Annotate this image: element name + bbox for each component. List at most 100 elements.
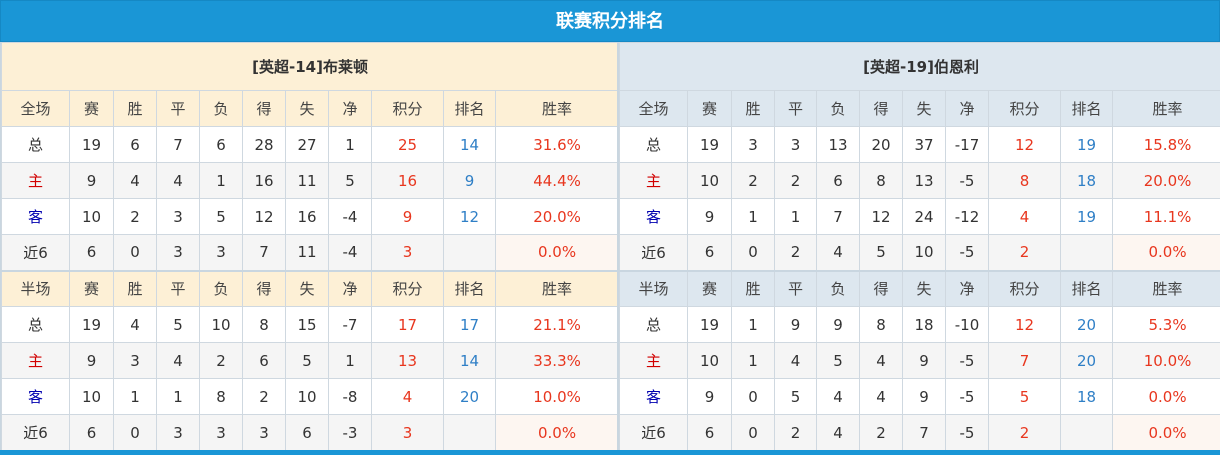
table-cell: 9 [687,198,732,235]
table-row: 客 9 0 5 4 4 9 -5 5 18 0.0% [619,378,1220,415]
table-row: 主 9 3 4 2 6 5 1 13 14 33.3% [1,342,620,379]
column-header: 积分 [988,270,1061,307]
team-name[interactable]: [英超-14]布莱顿 [0,42,620,91]
column-header: 半场 [619,270,688,307]
table-cell: 28 [242,126,286,163]
table-cell: 6 [687,234,732,271]
table-cell: 主 [1,342,70,379]
table-cell: 20 [859,126,903,163]
column-header: 胜率 [494,270,620,307]
table-cell: 0.0% [1111,378,1220,415]
table-cell: 1 [113,378,157,415]
column-header: 排名 [443,270,496,307]
table-cell: -5 [945,162,989,199]
column-header: 净 [945,90,989,127]
column-header: 失 [902,90,946,127]
table-cell: 9 [443,162,496,199]
team-name[interactable]: [英超-19]伯恩利 [618,42,1220,91]
table-cell: -3 [328,414,372,451]
table-cell: 15 [285,306,329,343]
table-cell: 10 [687,342,732,379]
table-cell: 1 [328,342,372,379]
table-row: 主 10 1 4 5 4 9 -5 7 20 10.0% [619,342,1220,379]
table-cell: 7 [242,234,286,271]
table-cell: 2 [242,378,286,415]
table-cell: 10 [69,198,114,235]
table-cell: -5 [945,378,989,415]
table-cell: 7 [816,198,860,235]
table-cell: 3 [199,414,243,451]
table-cell: 16 [285,198,329,235]
table-cell: 总 [619,126,688,163]
column-header: 胜率 [1111,270,1220,307]
column-header: 排名 [1060,90,1113,127]
table-cell: 1 [199,162,243,199]
column-header: 平 [774,90,817,127]
home-team-panel: [英超-14]布莱顿 全场赛胜平负得失净积分 排名 胜率总 19 6 7 6 28 27 1 25 14… [0,42,620,451]
table-cell: 4 [816,378,860,415]
table-cell: 0 [113,234,157,271]
table-cell: 20.0% [1111,162,1220,199]
table-cell: 16 [371,162,444,199]
table-cell: 12 [242,198,286,235]
table-cell: 20 [443,378,496,415]
table-cell: 近6 [619,234,688,271]
column-header: 半场 [1,270,70,307]
table-cell: 5 [859,234,903,271]
table-cell: 18 [902,306,946,343]
table-cell: -5 [945,414,989,451]
table-cell: 近6 [1,234,70,271]
table-cell: 5.3% [1111,306,1220,343]
column-header: 净 [328,90,372,127]
table-cell: 总 [1,306,70,343]
table-cell: 2 [113,198,157,235]
table-cell: 总 [619,306,688,343]
table-cell: 2 [988,234,1061,271]
table-row: 近6 6 0 3 3 7 11 -4 3 0.0% [1,234,620,271]
table-cell: -4 [328,198,372,235]
table-cell: 12 [859,198,903,235]
table-cell: 27 [285,126,329,163]
table-cell: 7 [156,126,200,163]
table-cell: 总 [1,126,70,163]
table-cell: 2 [774,162,817,199]
column-header: 负 [816,270,860,307]
table-cell: 3 [199,234,243,271]
table-cell: 4 [816,414,860,451]
table-cell: 6 [285,414,329,451]
table-cell: 5 [816,342,860,379]
table-cell: 8 [988,162,1061,199]
table-cell: 10 [285,378,329,415]
column-header: 积分 [371,270,444,307]
column-header: 得 [242,270,286,307]
table-cell: 4 [113,162,157,199]
table-cell: 6 [242,342,286,379]
table-cell: 主 [619,162,688,199]
table-cell: 10 [69,378,114,415]
table-cell: 13 [902,162,946,199]
table-cell: 15.8% [1111,126,1220,163]
column-header: 得 [859,90,903,127]
table-cell: 4 [113,306,157,343]
table-cell: -5 [945,234,989,271]
table-cell: 20.0% [494,198,620,235]
table-cell: -8 [328,378,372,415]
table-row: 主 10 2 2 6 8 13 -5 8 18 20.0% [619,162,1220,199]
table-cell: 2 [731,162,775,199]
table-cell: 4 [859,378,903,415]
table-cell: 4 [371,378,444,415]
table-cell: -12 [945,198,989,235]
column-header: 平 [774,270,817,307]
table-cell: -7 [328,306,372,343]
table-cell: 3 [156,414,200,451]
table-cell: 11 [285,162,329,199]
table-cell: 19 [1060,126,1113,163]
table-cell: 3 [774,126,817,163]
table-cell: 19 [687,306,732,343]
column-header: 排名 [1060,270,1113,307]
table-cell: 1 [156,378,200,415]
table-cell: 4 [816,234,860,271]
table-cell: 4 [156,162,200,199]
column-header: 平 [156,90,200,127]
table-cell: 5 [774,378,817,415]
